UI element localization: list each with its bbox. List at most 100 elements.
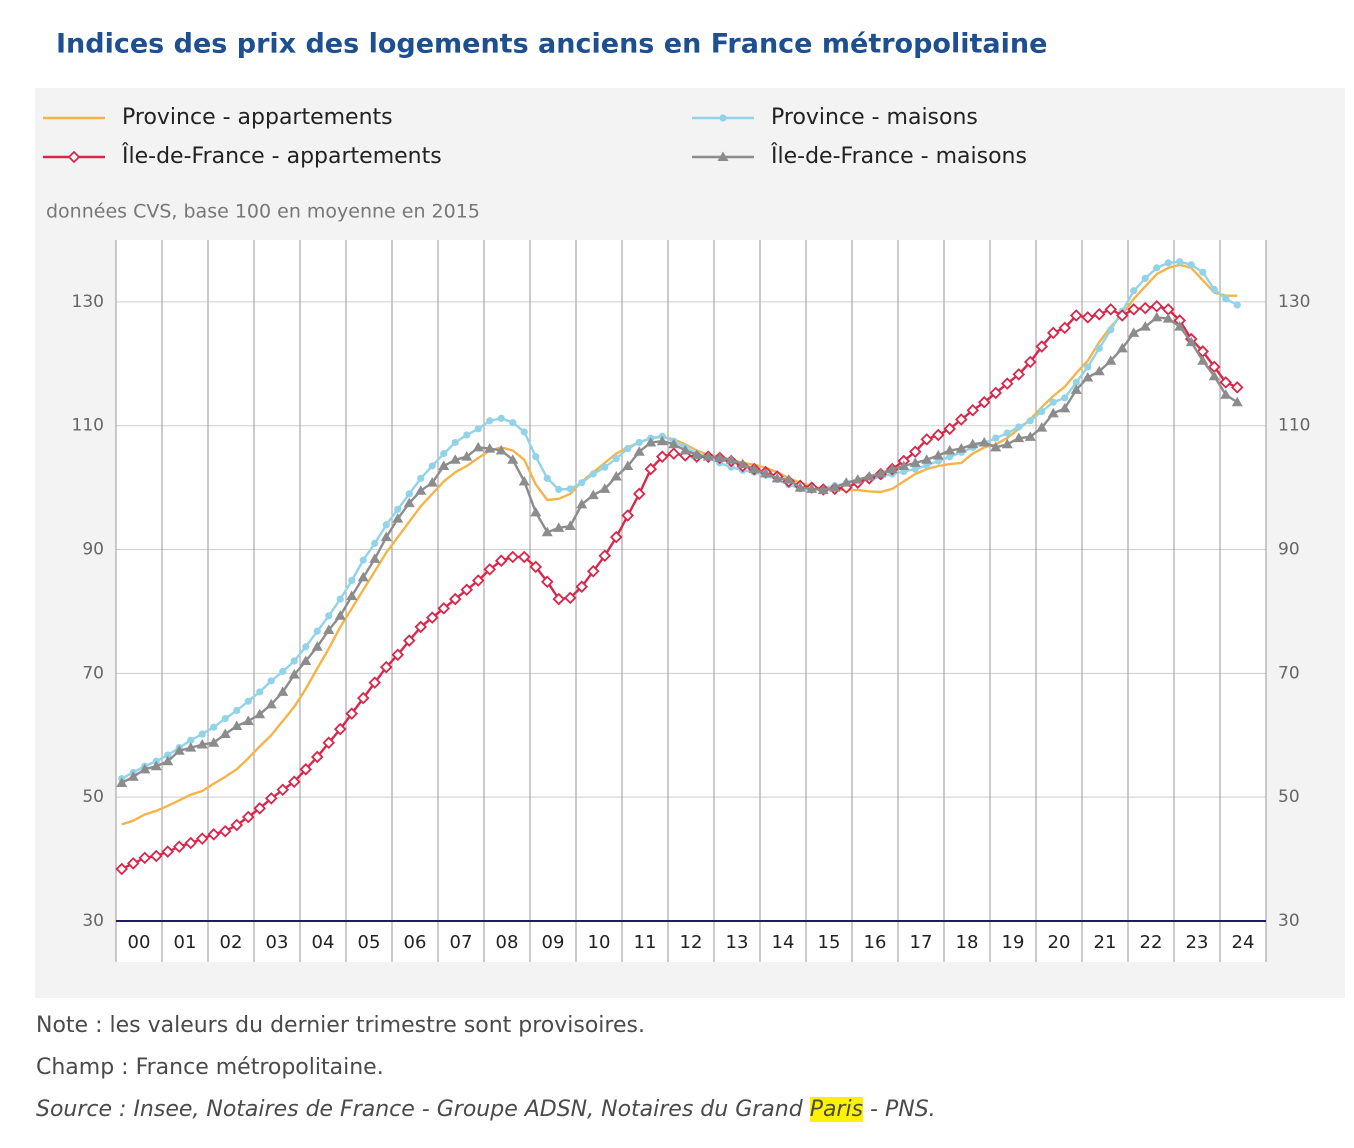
point: [599, 483, 611, 493]
plot-area: [116, 240, 1266, 962]
point: [369, 553, 381, 563]
source-text: Source : Insee, Notaires de France - Gro…: [36, 1097, 810, 1122]
point: [966, 403, 980, 417]
point: [517, 550, 531, 564]
point: [655, 450, 669, 463]
point: [886, 463, 898, 474]
point: [1130, 287, 1138, 295]
point: [1199, 268, 1207, 276]
point: [449, 454, 461, 464]
point: [150, 760, 162, 771]
point: [1081, 311, 1095, 324]
point: [1164, 259, 1172, 267]
point: [1220, 389, 1232, 399]
point: [172, 840, 186, 853]
chart: Indices des prix des logements anciens e…: [35, 29, 1345, 998]
point: [575, 580, 589, 593]
point: [702, 451, 714, 461]
x-tick-label: 16: [864, 932, 887, 953]
x-tick-label: 23: [1186, 932, 1209, 953]
point: [290, 657, 298, 665]
point: [287, 775, 301, 788]
point: [520, 428, 528, 436]
point: [566, 485, 574, 493]
point: [1095, 344, 1103, 352]
x-tick-label: 14: [772, 932, 795, 953]
point: [333, 722, 347, 736]
note: Note : les valeurs du dernier trimestre …: [36, 1013, 645, 1038]
point: [737, 458, 749, 469]
y-tick-label: 50: [82, 787, 104, 807]
point: [1024, 431, 1036, 441]
x-tick-label: 22: [1140, 932, 1163, 953]
x-tick-label: 08: [496, 932, 519, 953]
chart-title: Indices des prix des logements anciens e…: [56, 29, 1047, 60]
point: [908, 445, 922, 459]
y2-tick-label: 130: [1278, 292, 1310, 312]
point: [598, 549, 612, 563]
point: [164, 751, 172, 759]
point: [1153, 264, 1161, 272]
point: [345, 707, 359, 720]
point: [494, 554, 508, 567]
y-tick-label: 110: [72, 416, 104, 436]
point: [279, 667, 287, 676]
point: [1023, 355, 1037, 369]
chart-subtitle: données CVS, base 100 en moyenne en 2015: [46, 201, 480, 223]
x-tick-label: 13: [726, 932, 749, 953]
point: [1116, 342, 1128, 353]
point: [162, 755, 174, 766]
point: [346, 590, 358, 600]
point: [451, 438, 459, 447]
source-highlight: Paris: [809, 1097, 864, 1122]
point: [955, 443, 967, 453]
point: [417, 474, 425, 482]
x-tick-label: 03: [266, 932, 289, 953]
y2-tick-label: 50: [1278, 787, 1300, 807]
x-tick-label: 00: [128, 932, 151, 953]
source: Source : Insee, Notaires de France - Gro…: [36, 1097, 936, 1122]
point: [302, 643, 310, 651]
point: [931, 428, 945, 442]
point: [954, 413, 968, 426]
point: [1208, 370, 1220, 381]
series: [115, 299, 1244, 876]
point: [1035, 340, 1049, 353]
point: [564, 520, 576, 531]
point: [1138, 301, 1152, 315]
point: [265, 698, 277, 709]
point: [380, 531, 392, 542]
point: [300, 655, 312, 665]
point: [1197, 355, 1209, 365]
point: [242, 715, 254, 726]
point: [529, 560, 543, 574]
point: [921, 454, 933, 464]
point: [563, 591, 577, 605]
point: [1150, 299, 1164, 313]
point: [207, 828, 221, 841]
point: [1231, 396, 1243, 407]
x-tick-label: 17: [910, 932, 933, 953]
point: [230, 818, 244, 832]
point: [1092, 308, 1106, 321]
point: [578, 479, 586, 487]
x-tick-label: 10: [588, 932, 611, 953]
point: [1012, 368, 1026, 381]
point: [898, 460, 910, 470]
x-tick-label: 05: [358, 932, 381, 953]
point: [543, 474, 551, 482]
series: [121, 263, 1238, 826]
point: [382, 521, 390, 529]
point: [1000, 377, 1014, 390]
point: [622, 460, 634, 470]
point: [668, 438, 680, 449]
point: [1187, 261, 1195, 269]
legend-marker: [717, 151, 729, 161]
x-tick-label: 01: [174, 932, 197, 953]
point: [127, 771, 139, 781]
point: [509, 419, 517, 427]
point: [392, 513, 404, 523]
point: [471, 574, 485, 587]
point: [299, 763, 313, 776]
point: [187, 736, 195, 744]
